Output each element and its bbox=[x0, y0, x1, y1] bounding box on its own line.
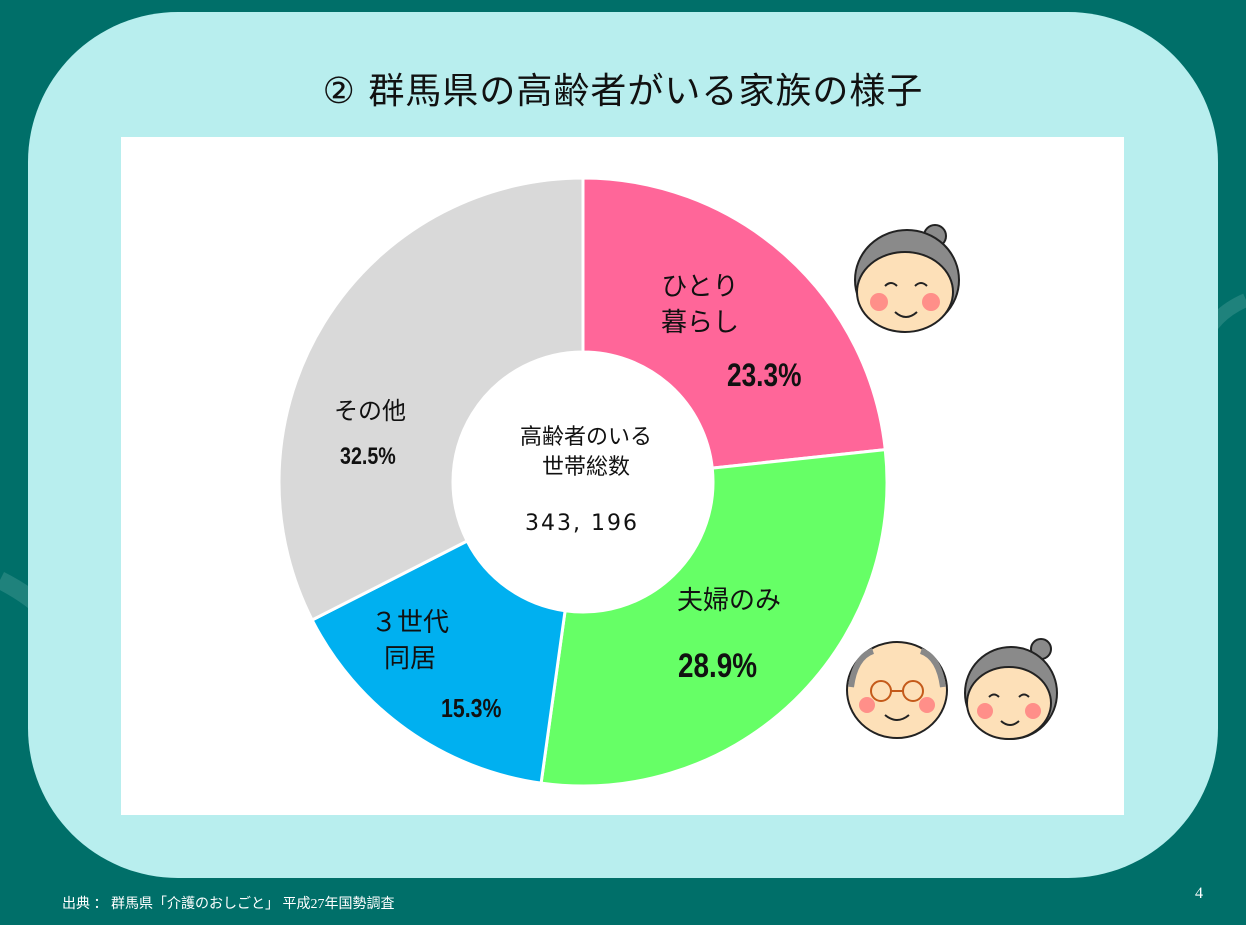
donut-slice-0 bbox=[581, 176, 887, 470]
elderly-couple-icon bbox=[846, 638, 1058, 740]
donut-chart bbox=[277, 176, 889, 788]
elderly-woman-icon bbox=[854, 224, 960, 333]
slice-label-sansedai: ３世代 同居 bbox=[371, 608, 450, 674]
center-label: 高齢者のいる 世帯総数 bbox=[519, 425, 652, 480]
slide-title: ② 群馬県の高齢者がいる家族の様子 bbox=[322, 71, 924, 112]
source-citation: 出典 ： 群馬県「介護のおしごと」 平成27年国勢調査 bbox=[62, 897, 395, 912]
donut-slice-2 bbox=[310, 539, 567, 785]
slice-label-sonota: その他 bbox=[334, 397, 406, 425]
page-number: 4 bbox=[1195, 885, 1203, 902]
center-total: 343, 196 bbox=[525, 511, 639, 536]
slice-label-fufu: 夫婦のみ bbox=[677, 586, 782, 616]
donut-slice-3 bbox=[277, 176, 585, 623]
slice-value-sansedai: 15.3% bbox=[441, 693, 502, 723]
slice-value-fufu: 28.9% bbox=[678, 647, 758, 685]
slice-value-sonota: 32.5% bbox=[340, 443, 396, 470]
donut-slice-1 bbox=[539, 447, 889, 788]
slice-label-hitori: ひとり 暮らし bbox=[661, 272, 740, 338]
slice-value-hitori: 23.3% bbox=[727, 357, 802, 393]
chart-area: ひとり 暮らし 23.3% 夫婦のみ 28.9% ３世代 同居 15.3% その… bbox=[121, 137, 1124, 815]
